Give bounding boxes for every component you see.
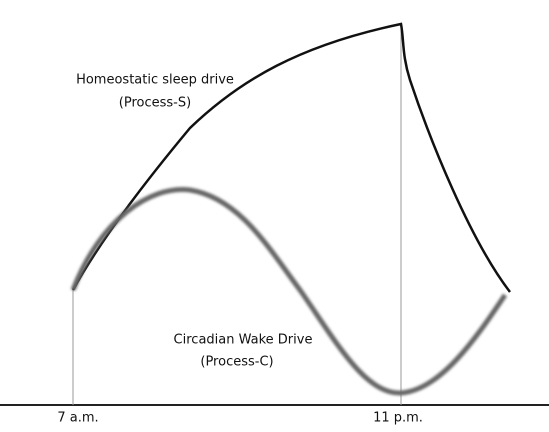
process-s-curve — [71, 22, 511, 293]
process-c-label: Circadian Wake Drive — [174, 333, 313, 348]
process-c-curve — [70, 187, 508, 396]
time-label: 11 p.m. — [373, 411, 423, 426]
process-s-label: Homeostatic sleep drive — [76, 73, 234, 88]
process-s-sublabel: (Process-S) — [119, 96, 191, 111]
process-c-sublabel: (Process-C) — [200, 355, 273, 370]
time-label: 7 a.m. — [57, 411, 98, 426]
